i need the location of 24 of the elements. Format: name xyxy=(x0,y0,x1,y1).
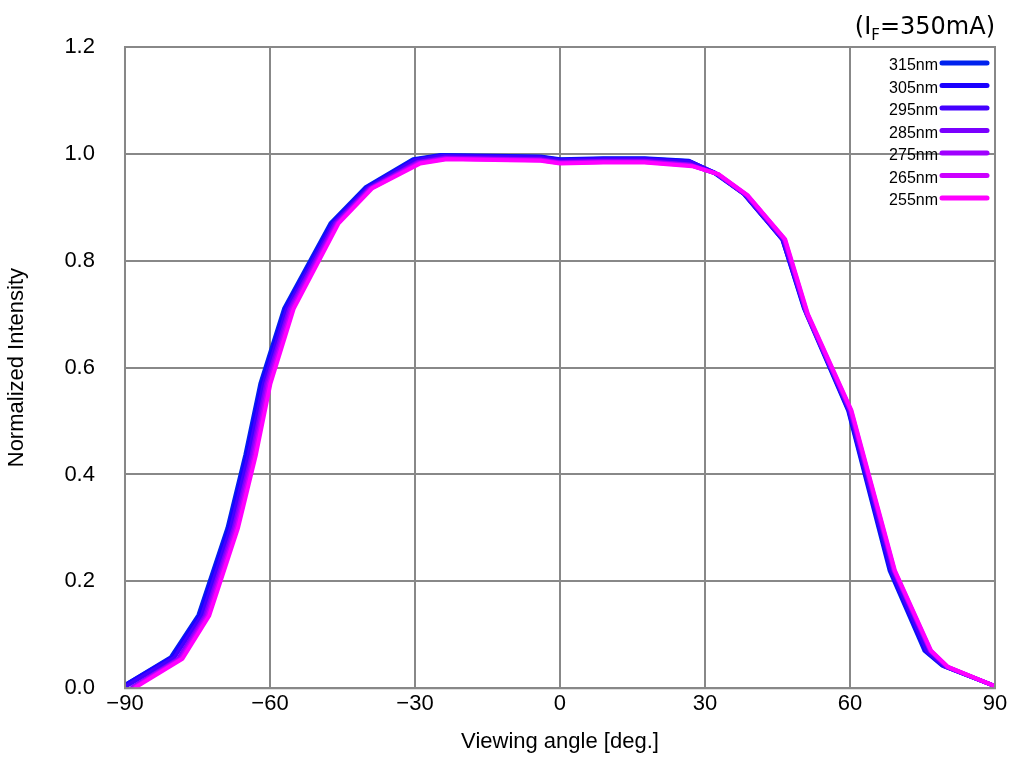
y-tick-label: 0.4 xyxy=(64,460,95,486)
x-tick-label: −30 xyxy=(396,690,434,716)
legend-label: 285nm xyxy=(889,123,938,141)
x-tick-label: 60 xyxy=(837,690,863,716)
x-axis-title: Viewing angle [deg.] xyxy=(461,727,659,753)
legend-label: 255nm xyxy=(889,191,938,209)
x-tick-label: −60 xyxy=(251,690,289,716)
y-tick-label: 0.2 xyxy=(64,567,95,593)
y-tick-label: 0.0 xyxy=(64,674,95,700)
legend-label: 305nm xyxy=(889,78,938,96)
x-tick-label: 90 xyxy=(982,690,1008,716)
x-tick-label: 0 xyxy=(553,690,567,716)
y-axis-title: Normalized Intensity xyxy=(3,267,29,468)
y-tick-label: 0.8 xyxy=(64,246,95,272)
legend-label: 275nm xyxy=(889,146,938,164)
x-tick-label: −90 xyxy=(106,690,144,716)
y-tick-label: 1.0 xyxy=(64,139,95,165)
y-tick-label: 1.2 xyxy=(64,33,95,59)
y-tick-label: 0.6 xyxy=(64,353,95,379)
legend-label: 315nm xyxy=(889,56,938,74)
x-tick-label: 30 xyxy=(692,690,718,716)
legend-label: 265nm xyxy=(889,168,938,186)
text: (I$_{F}$=350mA) xyxy=(854,12,995,44)
legend-label: 295nm xyxy=(889,101,938,119)
